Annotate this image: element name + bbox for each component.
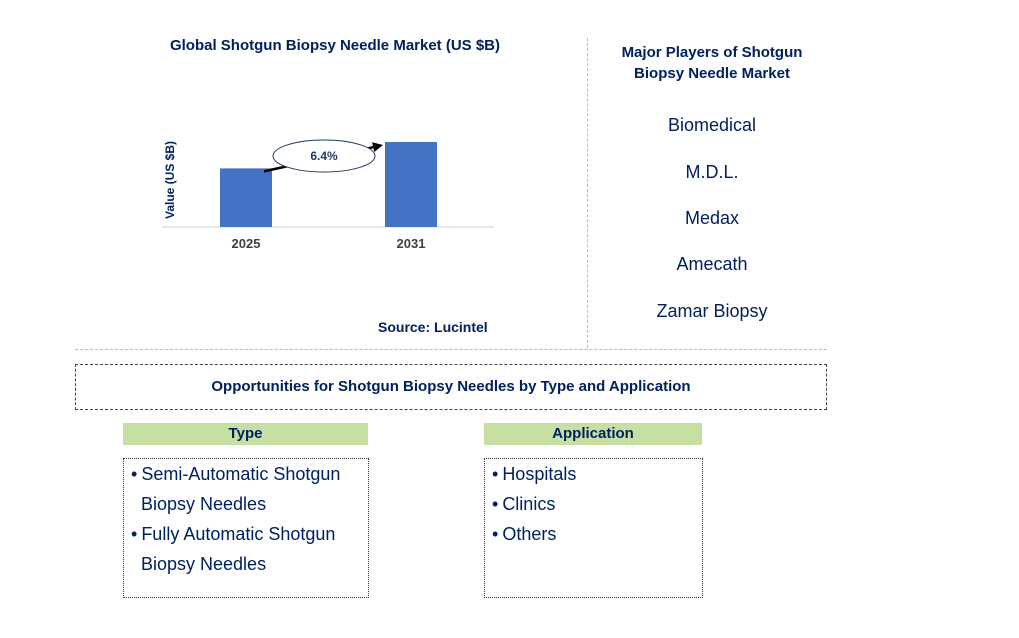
opportunities-title: Opportunities for Shotgun Biopsy Needles… xyxy=(211,378,691,395)
y-axis-label: Value (US $B) xyxy=(163,141,177,219)
list-item: • Fully Automatic Shotgun Biopsy Needles xyxy=(131,524,336,574)
cagr-label: 6.4% xyxy=(310,149,338,163)
player-item: Amecath xyxy=(676,254,748,274)
type-header: Type xyxy=(123,423,368,445)
growth-arrowhead xyxy=(372,142,383,153)
chart-title: Global Shotgun Biopsy Needle Market (US … xyxy=(169,37,501,54)
application-header: Application xyxy=(484,423,702,445)
source-note: Source: Lucintel xyxy=(378,319,488,335)
bar-2031 xyxy=(385,142,437,227)
horizontal-divider xyxy=(75,349,827,350)
list-item: • Semi-Automatic Shotgun Biopsy Needles xyxy=(131,464,341,514)
type-list-box: • Semi-Automatic Shotgun Biopsy Needles •… xyxy=(123,458,369,598)
player-item: Medax xyxy=(684,208,740,228)
bar-2025 xyxy=(220,168,272,227)
vertical-divider xyxy=(587,38,588,348)
list-item: • Clinics xyxy=(492,494,556,514)
list-item: • Hospitals xyxy=(492,464,577,484)
player-item: Zamar Biopsy xyxy=(656,301,768,321)
list-item: • Others xyxy=(492,524,557,544)
x-tick-label: 2031 xyxy=(397,236,426,251)
bar-chart: 2025 2031 Value (US $B) 6.4% xyxy=(162,139,494,251)
player-item: Biomedical xyxy=(667,115,757,135)
player-item: M.D.L. xyxy=(685,162,739,182)
players-title: Major Players of Shotgun Biopsy Needle M… xyxy=(621,44,803,82)
application-list-box: • Hospitals • Clinics • Others xyxy=(484,458,703,598)
x-tick-label: 2025 xyxy=(232,236,261,251)
opportunities-banner: Opportunities for Shotgun Biopsy Needles… xyxy=(75,364,827,410)
cagr-bubble xyxy=(272,139,376,173)
